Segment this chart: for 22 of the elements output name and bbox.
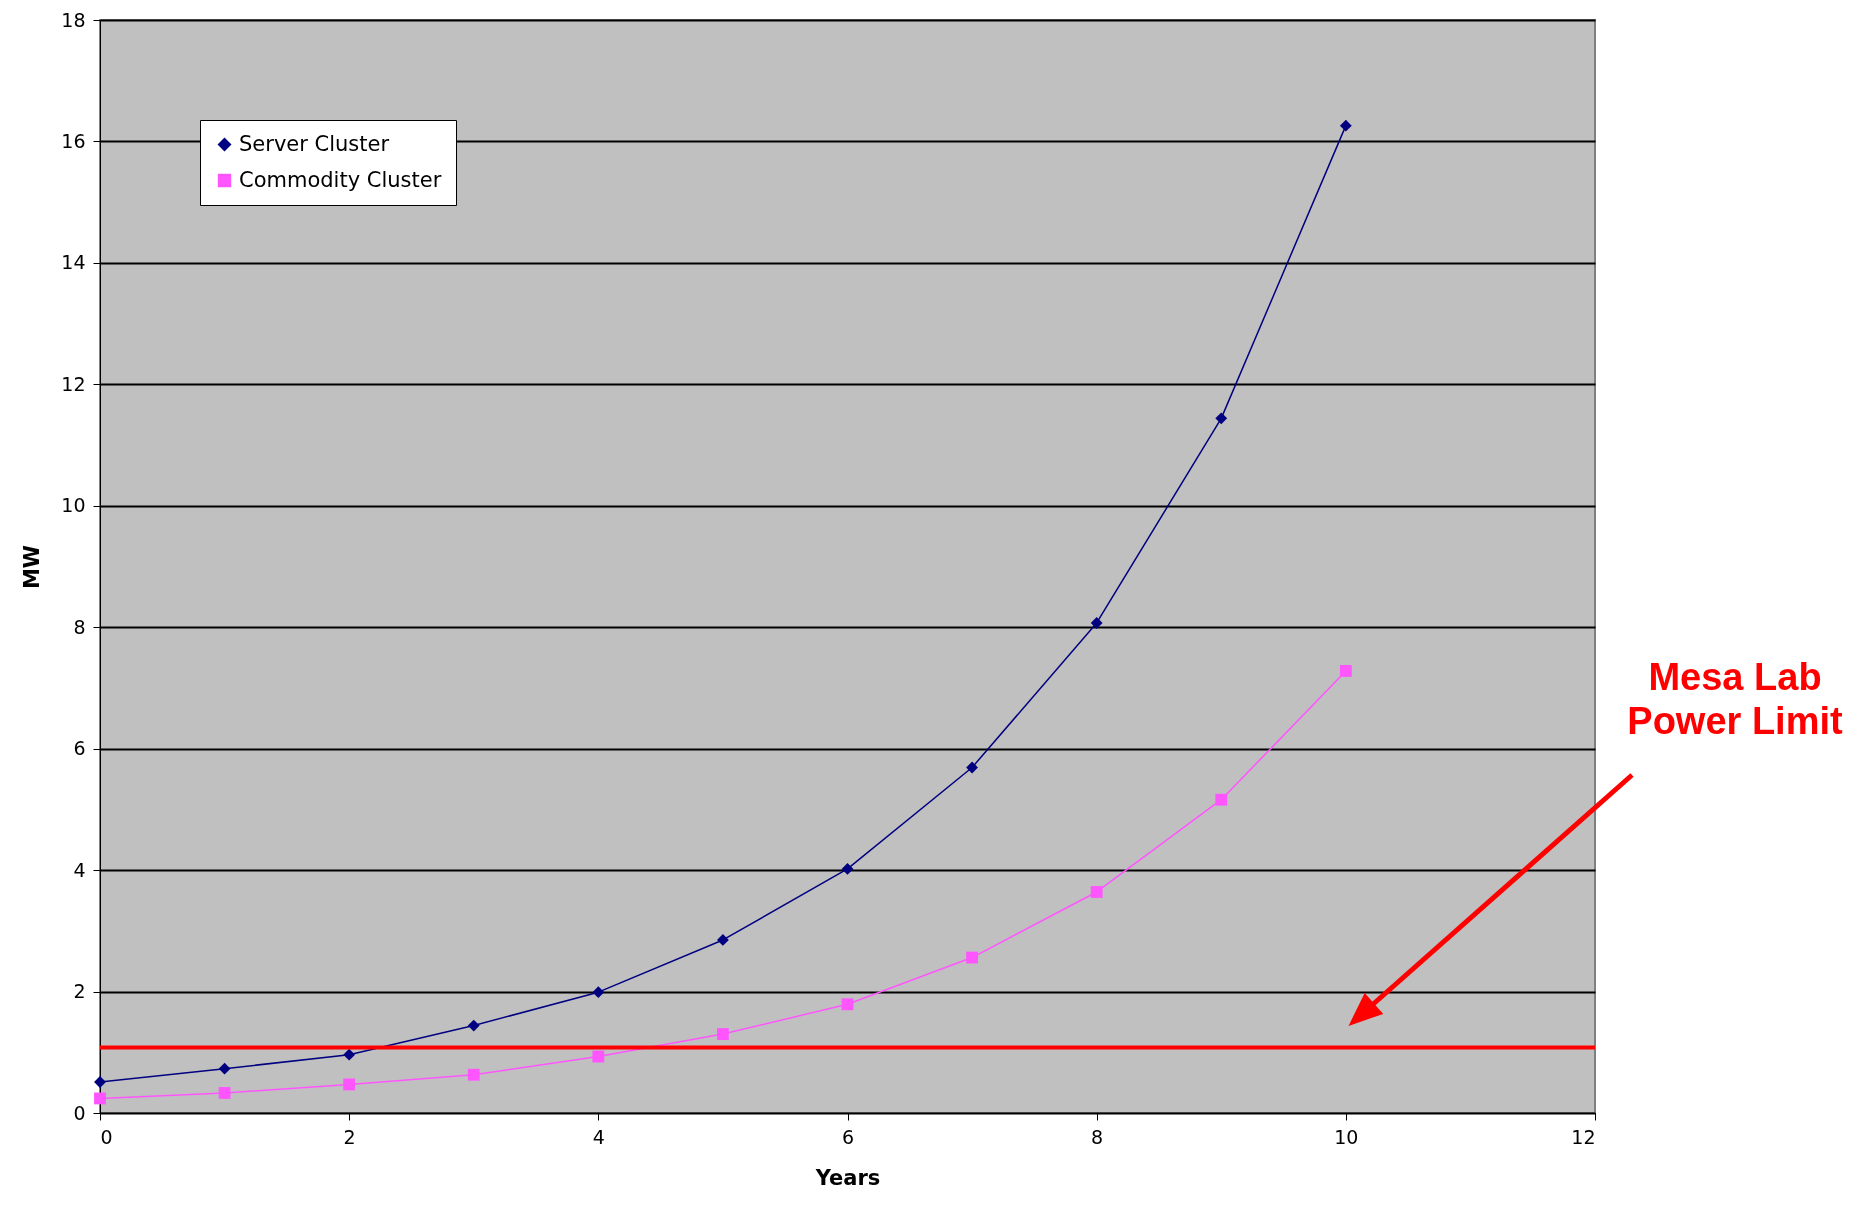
x-tick-label: 12 bbox=[1571, 1125, 1596, 1148]
x-tick-label: 0 bbox=[100, 1125, 113, 1148]
ref-line-label: Mesa Lab Power Limit bbox=[1627, 656, 1844, 742]
x-tick-label: 8 bbox=[1091, 1125, 1104, 1148]
y-axis-title: MW bbox=[20, 544, 45, 590]
x-tick-label: 10 bbox=[1334, 1125, 1359, 1148]
x-axis-title: Years bbox=[814, 1165, 881, 1190]
legend-label: Server Cluster bbox=[239, 131, 390, 156]
x-tick-label: 2 bbox=[343, 1125, 356, 1148]
y-tick-label: 8 bbox=[73, 615, 86, 638]
y-tick-label: 10 bbox=[61, 494, 86, 517]
y-tick-label: 4 bbox=[73, 858, 86, 881]
legend-label: Commodity Cluster bbox=[239, 167, 442, 192]
x-tick-label: 6 bbox=[841, 1125, 855, 1148]
x-tick-label: 4 bbox=[592, 1125, 605, 1148]
y-tick-label: 6 bbox=[73, 737, 86, 760]
y-tick-label: 16 bbox=[61, 129, 86, 152]
y-tick-label: 12 bbox=[61, 372, 86, 395]
y-tick-label: 18 bbox=[61, 8, 86, 31]
y-tick-label: 2 bbox=[73, 980, 86, 1003]
y-tick-label: 14 bbox=[61, 251, 86, 274]
y-tick-label: 0 bbox=[73, 1101, 86, 1124]
